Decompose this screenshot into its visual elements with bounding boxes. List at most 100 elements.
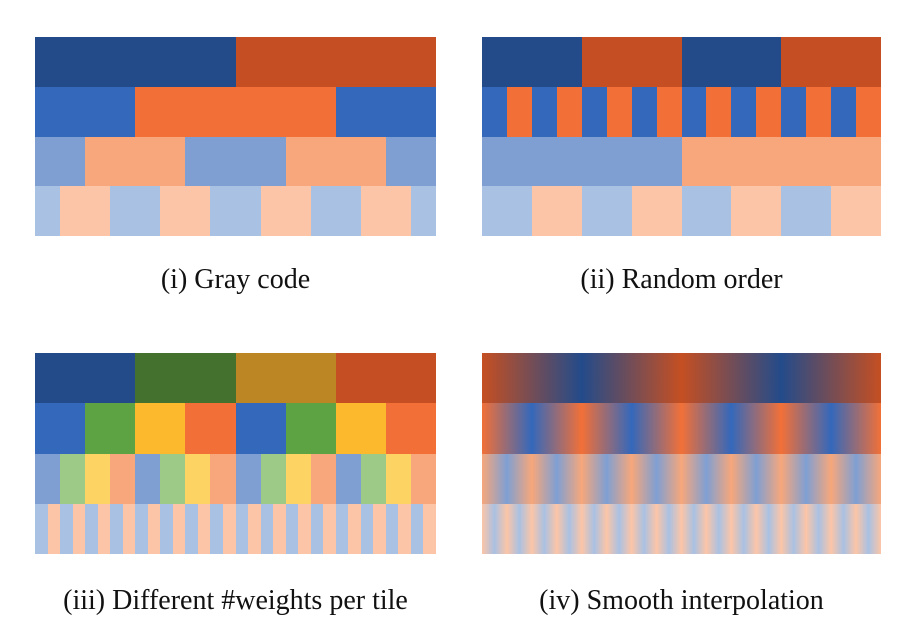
smooth-interpolation-row-1 bbox=[482, 353, 881, 404]
tile-segment bbox=[85, 403, 136, 454]
tile-segment bbox=[47, 503, 61, 554]
tile-segment bbox=[385, 503, 399, 554]
tile-segment bbox=[385, 453, 412, 504]
panel-random-order: (ii) Random order bbox=[482, 37, 881, 327]
tile-segment bbox=[681, 37, 782, 87]
panel-different-weights: (iii) Different #weights per tile bbox=[35, 353, 436, 638]
tile-segment bbox=[656, 86, 682, 137]
different-weights-row-4 bbox=[35, 503, 436, 554]
tile-segment bbox=[335, 453, 362, 504]
tile-segment bbox=[72, 503, 86, 554]
tile-segment bbox=[110, 503, 124, 554]
tile-segment bbox=[335, 353, 436, 404]
tile-segment bbox=[781, 37, 881, 87]
tile-segment bbox=[35, 136, 86, 187]
tile-segment bbox=[85, 503, 99, 554]
tile-segment bbox=[335, 403, 387, 454]
tile-segment bbox=[260, 453, 287, 504]
random-order-row-4 bbox=[482, 186, 881, 236]
caption-different-weights: (iii) Different #weights per tile bbox=[63, 585, 408, 616]
random-order-pattern bbox=[482, 37, 881, 236]
random-order-row-1 bbox=[482, 37, 881, 87]
panel-smooth-interpolation: (iv) Smooth interpolation bbox=[482, 353, 881, 638]
tile-segment bbox=[482, 86, 508, 137]
tile-segment bbox=[235, 353, 337, 404]
tile-segment bbox=[373, 503, 387, 554]
tile-segment bbox=[360, 503, 374, 554]
tile-segment bbox=[410, 186, 436, 236]
tile-segment bbox=[185, 503, 199, 554]
smooth-interpolation-row-4 bbox=[482, 503, 881, 554]
tile-segment bbox=[285, 403, 337, 454]
tile-segment bbox=[60, 453, 86, 504]
tile-segment bbox=[248, 503, 262, 554]
tile-segment bbox=[856, 86, 881, 137]
tile-segment bbox=[122, 503, 136, 554]
tile-segment bbox=[581, 186, 633, 236]
tile-segment bbox=[298, 503, 312, 554]
tile-segment bbox=[97, 503, 111, 554]
tile-segment bbox=[348, 503, 362, 554]
tile-segment bbox=[385, 403, 436, 454]
tile-segment bbox=[35, 353, 136, 404]
tile-segment bbox=[85, 136, 186, 187]
tile-segment bbox=[731, 186, 782, 236]
tile-segment bbox=[410, 453, 436, 504]
tile-segment bbox=[35, 403, 86, 454]
tile-segment bbox=[285, 453, 312, 504]
tile-segment bbox=[556, 86, 583, 137]
tile-segment bbox=[235, 453, 262, 504]
tile-segment bbox=[581, 37, 682, 87]
tile-segment bbox=[260, 186, 312, 236]
tile-segment bbox=[185, 136, 287, 187]
tile-segment bbox=[531, 186, 583, 236]
tile-segment bbox=[135, 86, 337, 137]
tile-segment bbox=[185, 453, 211, 504]
tile-segment bbox=[160, 186, 211, 236]
tile-segment bbox=[681, 86, 707, 137]
tile-segment bbox=[222, 503, 236, 554]
tile-segment bbox=[531, 86, 558, 137]
tile-segment bbox=[335, 86, 436, 137]
tile-segment bbox=[35, 37, 236, 87]
tile-segment bbox=[781, 186, 832, 236]
tile-segment bbox=[135, 453, 161, 504]
tile-segment bbox=[360, 186, 412, 236]
tile-segment bbox=[160, 453, 186, 504]
tile-segment bbox=[731, 86, 757, 137]
smooth-interpolation-row-2 bbox=[482, 403, 881, 454]
gray-code-row-2 bbox=[35, 86, 436, 137]
tile-segment bbox=[185, 403, 236, 454]
tile-segment bbox=[135, 503, 149, 554]
gray-code-row-1 bbox=[35, 37, 436, 87]
tile-segment bbox=[781, 86, 807, 137]
tile-segment bbox=[210, 186, 262, 236]
tile-segment bbox=[335, 503, 349, 554]
tile-segment bbox=[35, 86, 136, 137]
random-order-row-3 bbox=[482, 136, 881, 187]
gray-code-pattern bbox=[35, 37, 436, 236]
tile-segment bbox=[172, 503, 186, 554]
tile-segment bbox=[581, 86, 608, 137]
tile-segment bbox=[423, 503, 436, 554]
gray-code-row-4 bbox=[35, 186, 436, 236]
tile-segment bbox=[85, 453, 111, 504]
tile-segment bbox=[135, 403, 186, 454]
smooth-interpolation-pattern bbox=[482, 353, 881, 554]
tile-segment bbox=[681, 186, 732, 236]
tile-segment bbox=[410, 503, 424, 554]
tile-segment bbox=[235, 403, 287, 454]
tile-segment bbox=[110, 186, 161, 236]
tile-segment bbox=[606, 86, 633, 137]
tile-segment bbox=[360, 453, 387, 504]
tile-segment bbox=[631, 86, 658, 137]
different-weights-pattern bbox=[35, 353, 436, 554]
tile-segment bbox=[506, 86, 533, 137]
tile-segment bbox=[197, 503, 211, 554]
tile-segment bbox=[147, 503, 161, 554]
tile-segment bbox=[285, 503, 299, 554]
tile-segment bbox=[135, 353, 236, 404]
tile-segment bbox=[210, 503, 224, 554]
tile-segment bbox=[706, 86, 732, 137]
